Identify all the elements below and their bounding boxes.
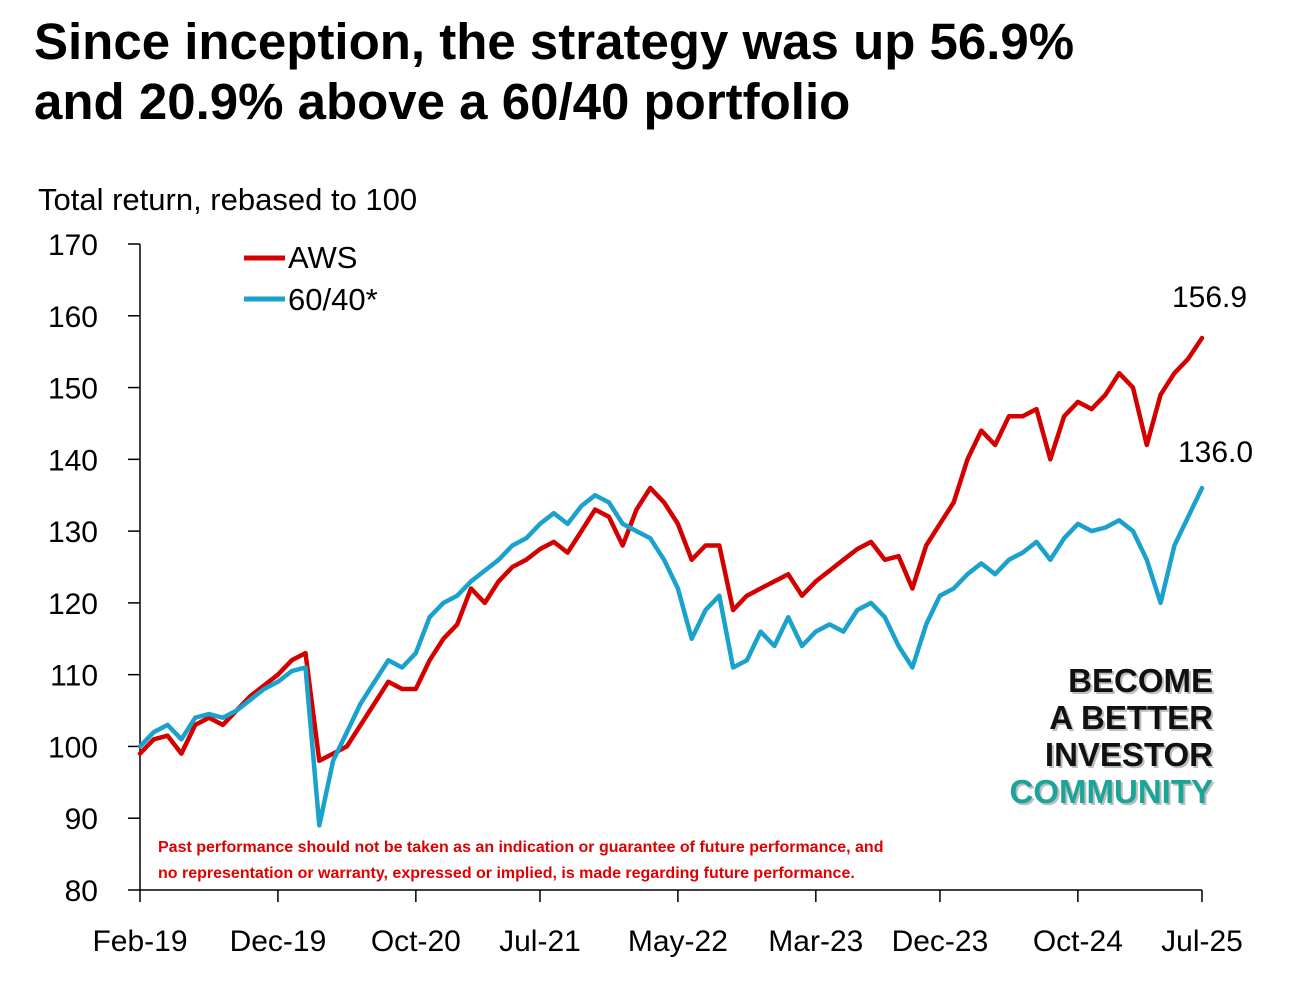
brand-line-2: A BETTER — [1049, 699, 1213, 736]
title-line-1: Since inception, the strategy was up 56.… — [34, 13, 1075, 70]
brand-line-3: INVESTOR — [1044, 736, 1213, 773]
brand-line-4: COMMUNITY — [1009, 773, 1213, 810]
legend-label-aws: AWS — [288, 240, 357, 275]
series-line-6040 — [137, 485, 1205, 828]
y-tick-label: 150 — [48, 373, 98, 406]
x-tick-label: Oct-20 — [371, 925, 461, 958]
legend: AWS 60/40* — [244, 240, 378, 317]
y-tick-label: 160 — [48, 301, 98, 334]
y-tick-label: 120 — [48, 588, 98, 621]
y-tick-label: 110 — [50, 660, 98, 693]
brand-line-1: BECOME — [1068, 662, 1213, 699]
x-tick-label: May-22 — [628, 925, 728, 958]
y-tick-label: 90 — [65, 803, 98, 836]
y-tick-label: 100 — [48, 731, 98, 764]
y-tick-label: 140 — [48, 444, 98, 477]
x-tick-label: Dec-23 — [892, 925, 989, 958]
series-layer — [137, 335, 1205, 828]
end-label-aws: 156.9 — [1172, 281, 1247, 314]
brand-logo: BECOME A BETTER INVESTOR COMMUNITY — [1010, 662, 1213, 810]
y-tick-label: 130 — [48, 516, 98, 549]
axes: 80 90 100 110 120 130 140 150 160 170 Feb-19 Dec-19… — [48, 229, 1243, 958]
title-line-2: and 20.9% above a 60/40 portfolio — [34, 73, 851, 130]
x-tick-label: Dec-19 — [230, 925, 327, 958]
page-title: Since inception, the strategy was up 56.… — [34, 12, 1284, 132]
x-tick-label: Mar-23 — [768, 925, 863, 958]
end-label-6040: 136.0 — [1178, 436, 1253, 469]
series-line-aws — [137, 335, 1205, 764]
x-tick-label: Jul-21 — [499, 925, 581, 958]
x-tick-label: Feb-19 — [92, 925, 187, 958]
x-tick-label: Oct-24 — [1033, 925, 1123, 958]
legend-label-6040: 60/40* — [288, 282, 378, 317]
y-tick-label: 170 — [48, 229, 98, 262]
x-tick-label: Jul-25 — [1161, 925, 1243, 958]
disclaimer-line-1: Past performance should not be taken as … — [158, 839, 883, 856]
y-axis-label: Total return, rebased to 100 — [38, 182, 417, 217]
disclaimer-line-2: no representation or warranty, expressed… — [158, 865, 855, 882]
y-tick-label: 80 — [65, 875, 98, 908]
